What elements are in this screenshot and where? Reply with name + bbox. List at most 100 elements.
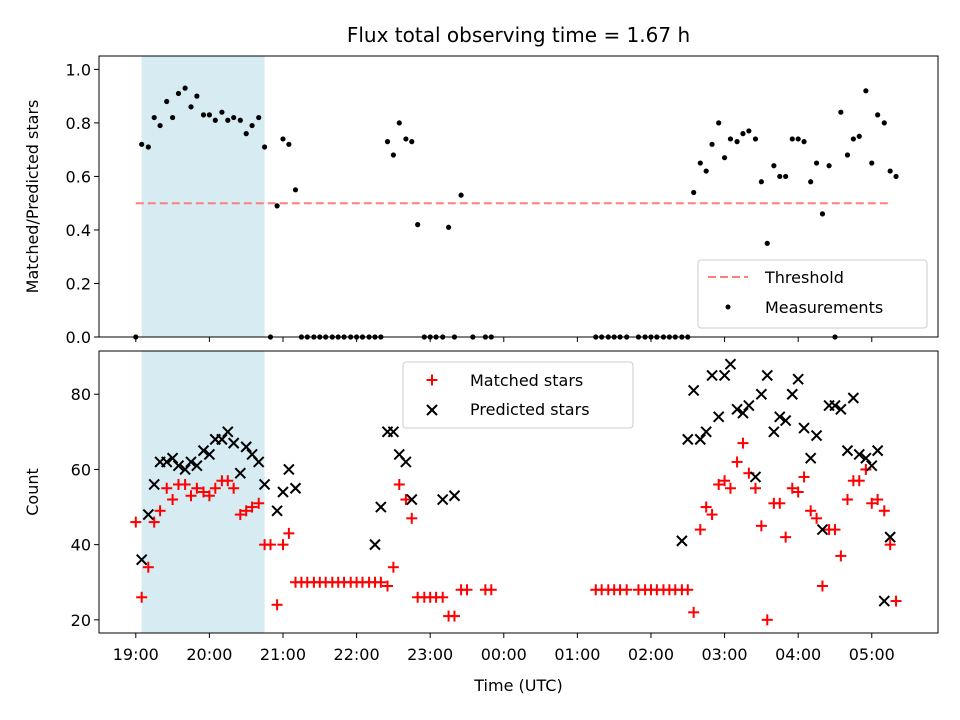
matched-star-point: [148, 516, 160, 528]
predicted-star-point: [148, 478, 160, 491]
matched-star-point: [872, 494, 884, 506]
predicted-star-point: [166, 452, 179, 464]
predicted-star-point: [749, 471, 762, 483]
measurement-point: [709, 141, 715, 147]
measurement-point: [409, 139, 415, 145]
matched-star-point: [853, 475, 865, 487]
predicted-star-point: [234, 467, 247, 479]
measurement-point: [384, 139, 391, 145]
measurement-point: [396, 120, 402, 126]
predicted-star-point: [884, 531, 896, 543]
predicted-star-point: [755, 388, 768, 400]
measurement-point: [691, 189, 697, 196]
matched-star-point: [448, 610, 460, 622]
y-tick-label: 40: [71, 536, 91, 555]
x-tick-label: 02:00: [628, 645, 674, 664]
measurement-point: [746, 128, 752, 134]
x-tick-label: 04:00: [775, 645, 821, 664]
measurement-point: [225, 117, 231, 123]
matched-star-point: [167, 494, 179, 506]
y-tick-label: 60: [71, 460, 91, 479]
measurement-point: [286, 141, 292, 147]
legend-measurements-label: Measurements: [765, 298, 883, 317]
measurement-point: [777, 173, 783, 180]
predicted-star-point: [289, 482, 302, 494]
measurement-point: [200, 112, 207, 118]
measurement-point: [764, 240, 770, 246]
y-tick-label: 0.0: [66, 328, 91, 347]
measurement-point: [237, 117, 243, 123]
predicted-star-point: [860, 452, 872, 464]
measurement-point: [212, 117, 218, 123]
matched-star-point: [835, 550, 847, 562]
measurement-point: [838, 109, 844, 115]
predicted-star-point: [878, 595, 890, 607]
matched-star-point: [130, 516, 142, 528]
measurement-point: [727, 136, 734, 142]
measurement-point: [458, 192, 464, 198]
bottom-axes-frame: [98, 350, 939, 634]
predicted-star-point: [240, 441, 252, 453]
matched-star-point: [179, 478, 191, 490]
predicted-star-point: [283, 463, 295, 476]
matched-star-point: [393, 478, 405, 490]
measurement-point: [856, 133, 862, 139]
matched-star-point: [860, 463, 872, 475]
predicted-star-point: [179, 463, 191, 476]
matched-star-point: [161, 482, 173, 494]
predicted-star-point: [687, 384, 700, 397]
measurement-point: [721, 155, 728, 161]
predicted-star-point: [853, 448, 865, 461]
predicted-star-point: [448, 490, 461, 502]
predicted-star-point: [676, 535, 688, 547]
matched-star-point: [387, 561, 399, 573]
predicted-star-point: [135, 553, 148, 566]
bottom-panel: 20 40 60 80 19:00 20:00 21:00 22:00 23:00 00:00 0…: [23, 350, 939, 695]
matched-star-point: [878, 505, 890, 517]
matched-star-point: [700, 501, 712, 513]
shaded-span-top: [141, 56, 265, 337]
predicted-star-point: [743, 399, 755, 412]
matched-star-point: [798, 471, 810, 483]
measurement-point: [169, 114, 176, 121]
y-tick-label: 20: [71, 611, 91, 630]
measurement-point: [292, 187, 299, 193]
measurement-point: [219, 109, 225, 115]
bottom-y-axis-label: Count: [23, 468, 42, 516]
y-tick-label: 0.4: [66, 221, 91, 240]
legend-matched-swatch: [426, 374, 438, 386]
measurement-point: [801, 139, 807, 145]
matched-star-point: [461, 584, 473, 596]
matched-star-point: [774, 497, 786, 509]
matched-star-point: [136, 591, 148, 603]
y-tick-label: 0.6: [66, 167, 91, 186]
measurement-point: [734, 139, 740, 145]
predicted-star-point: [406, 493, 418, 506]
predicted-star-point: [227, 437, 240, 449]
top-y-ticks: 0.0 0.2 0.4 0.6 0.8 1.0: [66, 60, 99, 347]
predicted-star-point: [191, 459, 203, 472]
matched-star-point: [142, 561, 154, 573]
matched-star-point: [811, 512, 823, 524]
chart-title: Flux total observing time = 1.67 h: [347, 23, 690, 47]
predicted-star-point: [810, 429, 823, 442]
matched-star-point: [884, 539, 896, 551]
measurement-point: [826, 163, 832, 169]
predicted-star-point: [816, 523, 829, 536]
measurement-point: [813, 160, 820, 166]
matched-star-point: [694, 524, 706, 536]
matched-star-point: [816, 580, 828, 592]
predicted-star-point: [847, 392, 860, 404]
predicted-star-point: [761, 369, 773, 382]
y-tick-label: 0.8: [66, 114, 91, 133]
matched-star-point: [264, 539, 276, 551]
predicted-star-point: [258, 478, 271, 491]
predicted-star-point: [779, 414, 792, 427]
matched-star-point: [755, 520, 767, 532]
measurement-point: [145, 144, 151, 150]
measurement-point: [194, 93, 200, 99]
y-tick-label: 0.2: [66, 274, 91, 293]
measurement-point: [893, 173, 899, 180]
matched-star-point: [209, 482, 221, 494]
